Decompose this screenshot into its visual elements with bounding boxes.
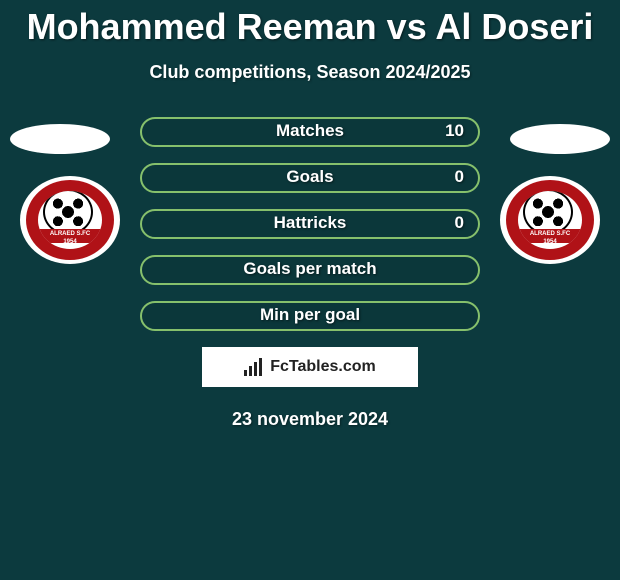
left-ellipse <box>10 124 110 154</box>
stat-label: Matches <box>142 121 478 141</box>
club-badge-left: ALRAED S.FC 1954 <box>20 176 120 264</box>
stat-row-hattricks: Hattricks 0 <box>140 209 480 239</box>
stat-label: Hattricks <box>142 213 478 233</box>
club-right-name: ALRAED S.FC <box>530 231 570 237</box>
club-left-name: ALRAED S.FC <box>50 231 90 237</box>
stat-value-right: 0 <box>455 213 464 233</box>
stat-row-goals: Goals 0 <box>140 163 480 193</box>
attribution-text: FcTables.com <box>270 358 376 376</box>
attribution-box: FcTables.com <box>202 347 418 387</box>
stat-label: Goals <box>142 167 478 187</box>
stat-row-min-per-goal: Min per goal <box>140 301 480 331</box>
stat-value-right: 0 <box>455 167 464 187</box>
stat-row-goals-per-match: Goals per match <box>140 255 480 285</box>
bar-chart-icon <box>244 358 266 376</box>
club-left-year: 1954 <box>63 239 76 245</box>
stat-label: Min per goal <box>142 305 478 325</box>
club-badge-right: ALRAED S.FC 1954 <box>500 176 600 264</box>
page-title: Mohammed Reeman vs Al Doseri <box>0 0 620 48</box>
date-text: 23 november 2024 <box>0 409 620 430</box>
stat-row-matches: Matches 10 <box>140 117 480 147</box>
stat-label: Goals per match <box>142 259 478 279</box>
club-right-year: 1954 <box>543 239 556 245</box>
right-ellipse <box>510 124 610 154</box>
stat-value-right: 10 <box>445 121 464 141</box>
stat-rows: Matches 10 Goals 0 Hattricks 0 Goals per… <box>140 117 480 331</box>
subtitle: Club competitions, Season 2024/2025 <box>0 62 620 83</box>
